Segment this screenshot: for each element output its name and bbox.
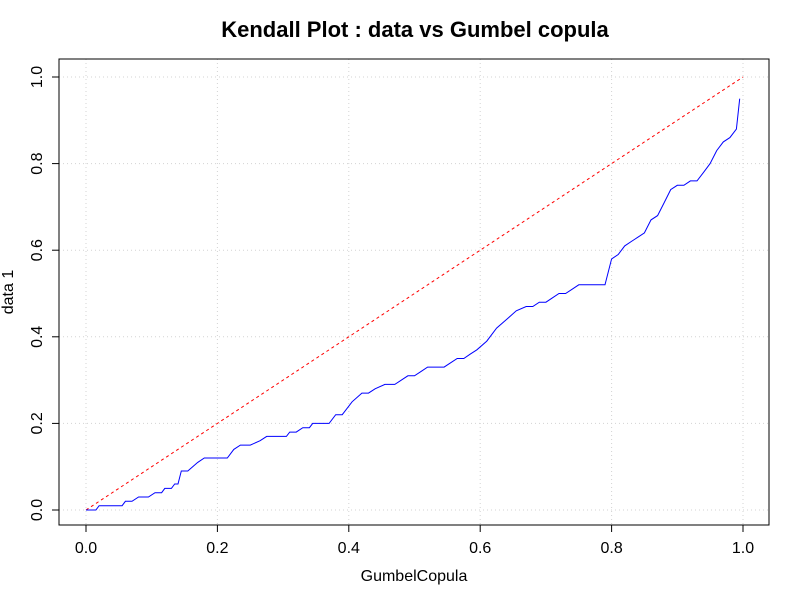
reference-line <box>85 76 744 511</box>
y-axis: 0.0 0.2 0.4 0.6 0.8 1.0 <box>29 66 59 521</box>
x-tick-label-4: 0.8 <box>600 540 622 557</box>
x-tick-label-1: 0.2 <box>206 540 228 557</box>
y-tick-label-0: 0.0 <box>29 499 46 521</box>
x-axis-label: GumbelCopula <box>361 568 468 585</box>
chart-title: Kendall Plot : data vs Gumbel copula <box>221 17 609 42</box>
grid <box>59 59 769 525</box>
series-layer <box>86 98 741 511</box>
y-tick-label-2: 0.4 <box>29 326 46 348</box>
y-tick-label-4: 0.8 <box>29 152 46 174</box>
y-tick-label-1: 0.2 <box>29 412 46 434</box>
x-tick-label-5: 1.0 <box>732 540 754 557</box>
x-tick-label-2: 0.4 <box>338 540 360 557</box>
series-line-0 <box>86 98 741 511</box>
plot-frame <box>58 58 770 526</box>
reference-line-layer <box>85 76 744 511</box>
y-tick-label-5: 1.0 <box>29 66 46 88</box>
y-tick-label-3: 0.6 <box>29 239 46 261</box>
x-tick-label-3: 0.6 <box>469 540 491 557</box>
x-tick-label-0: 0.0 <box>75 540 97 557</box>
x-axis: 0.0 0.2 0.4 0.6 0.8 1.0 <box>75 525 754 557</box>
y-axis-label: data 1 <box>0 270 17 315</box>
